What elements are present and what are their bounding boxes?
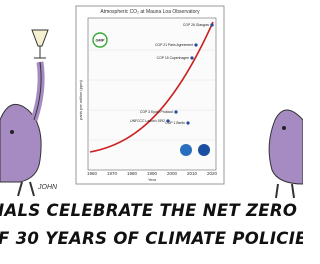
nasa-logo — [198, 144, 210, 156]
annotation-dot — [210, 23, 213, 26]
chart-panel: Atmospheric CO₂ at Mauna Loa Observatory… — [76, 6, 224, 184]
cartoon: JOHN Atmospheric CO₂ at Mauna Loa Observ… — [0, 0, 303, 264]
annotation-dot — [194, 43, 197, 46]
y-axis-label: parts per million (ppm) — [78, 79, 83, 119]
annotation: COP 21 Paris Agreement — [155, 43, 193, 47]
annotation: COP 3 Kyoto Protocol — [140, 110, 173, 114]
annotation-dot — [190, 56, 193, 59]
logo-text: GMP — [95, 38, 104, 43]
annotation: UNFCCC Launch 1992 — [130, 119, 165, 123]
annotation: COP 26 Glasgow — [183, 23, 210, 27]
signature: JOHN — [37, 184, 58, 191]
x-tick-label: 2010 — [187, 171, 198, 176]
annotation-dot — [174, 110, 177, 113]
x-tick-label: 1990 — [147, 171, 158, 176]
right-character — [269, 110, 303, 198]
noaa-logo — [180, 144, 192, 156]
left-character — [0, 30, 48, 196]
caption-line: IALS CELEBRATE THE NET ZERO SUC — [0, 201, 303, 220]
x-tick-label: 2020 — [207, 171, 218, 176]
chart-title: Atmospheric CO₂ at Mauna Loa Observatory — [100, 9, 200, 15]
annotation: COP 1 Berlin — [165, 121, 185, 125]
x-tick-label: 1970 — [107, 171, 118, 176]
x-tick-label: 1980 — [127, 171, 138, 176]
caption-line: F 30 YEARS OF CLIMATE POLICIES — [0, 229, 303, 248]
x-axis-label: Year — [148, 177, 157, 182]
annotation-dot — [186, 121, 189, 124]
x-tick-label: 2000 — [167, 171, 178, 176]
annotation: COP 15 Copenhagen — [157, 56, 189, 60]
x-tick-label: 1960 — [87, 171, 98, 176]
